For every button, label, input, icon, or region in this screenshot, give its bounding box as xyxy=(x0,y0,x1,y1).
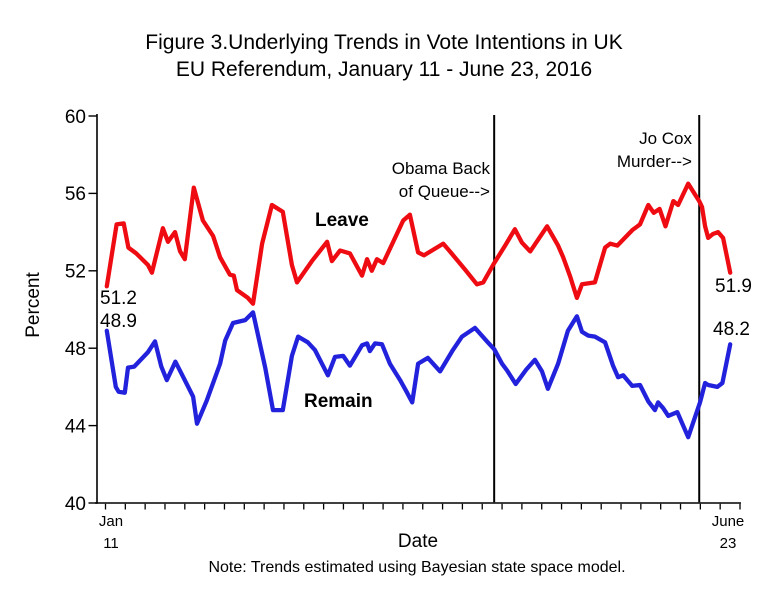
remain-series-label: Remain xyxy=(304,391,373,412)
x-tick-label-jan-11: Jan 11 xyxy=(89,511,133,554)
y-tick-label: 40 xyxy=(65,494,86,515)
x-axis-title: Date xyxy=(397,531,439,552)
event-jocox-line2: Murder--> xyxy=(616,152,692,171)
event-obama-line2: of Queue--> xyxy=(398,182,490,201)
y-tick-label: 56 xyxy=(65,184,86,205)
leave-line xyxy=(104,181,733,306)
x-tick-label-23: 23 xyxy=(719,534,737,552)
remain-end-value-label: 48.2 xyxy=(713,319,750,340)
leave-series-label: Leave xyxy=(315,210,369,231)
x-tick-label-11: 11 xyxy=(103,534,119,552)
x-tick-label-june: June xyxy=(711,513,745,530)
remain-start-value-label: 48.9 xyxy=(100,311,137,332)
event-obama-line1: Obama Back xyxy=(391,159,490,178)
chart-title-line1: Figure 3.Underlying Trends in Vote Inten… xyxy=(145,31,623,54)
event-label-obama-back-of-queue: Obama Back of Queue--> xyxy=(392,157,490,203)
leave-end-value-label: 51.9 xyxy=(715,276,752,297)
remain-line xyxy=(104,310,733,440)
y-tick-label: 44 xyxy=(65,416,87,437)
y-tick-label: 52 xyxy=(65,262,86,283)
chart-title-line2: EU Referendum, January 11 - June 23, 201… xyxy=(175,58,593,81)
event-label-jo-cox-murder: Jo Cox Murder--> xyxy=(617,127,692,173)
note-text: Note: Trends estimated using Bayesian st… xyxy=(208,559,626,576)
y-tick-label: 48 xyxy=(65,339,86,360)
y-axis-title: Percent xyxy=(23,272,44,338)
y-tick-label: 60 xyxy=(65,107,86,128)
x-tick-label-jan: Jan xyxy=(98,513,124,530)
chart-title: Figure 3.Underlying Trends in Vote Inten… xyxy=(16,29,752,83)
x-tick-label-june-23: June 23 xyxy=(706,511,750,554)
event-jocox-line1: Jo Cox xyxy=(639,129,692,148)
leave-start-value-label: 51.2 xyxy=(100,288,137,309)
